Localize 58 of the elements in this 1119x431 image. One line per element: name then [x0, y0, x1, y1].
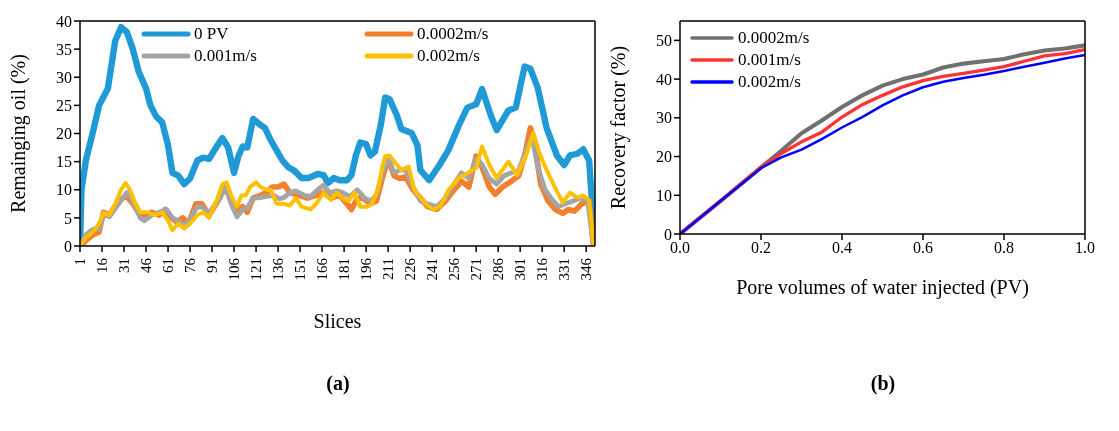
y-tick-label: 35 — [56, 40, 72, 58]
legend-label: 0.002m/s — [738, 72, 801, 92]
x-tick-label: 136 — [270, 257, 287, 281]
x-tick-label: 61 — [160, 258, 177, 273]
y-tick-label: 20 — [656, 148, 672, 166]
text: (a) — [325, 372, 351, 395]
text: (b) — [869, 372, 897, 395]
legend-label: 0.0002m/s — [417, 24, 489, 44]
x-tick-label: 0.2 — [751, 239, 771, 257]
x-tick-label: 181 — [336, 258, 353, 281]
x-tick-label: 16 — [94, 257, 111, 273]
x-tick-label: 106 — [226, 257, 243, 281]
x-tick-label: 0.4 — [832, 239, 852, 257]
legend-label: 0.001m/s — [738, 50, 801, 70]
x-tick-label: 91 — [204, 258, 221, 273]
x-tick-label: 286 — [490, 257, 507, 281]
x-tick-label: 151 — [292, 258, 309, 281]
x-tick-label: 46 — [138, 257, 155, 273]
x-tick-label: 0.8 — [994, 239, 1014, 257]
legend-label: 0 PV — [194, 24, 229, 44]
x-tick-label: 226 — [402, 257, 419, 281]
y-tick-label: 30 — [656, 109, 672, 127]
y-tick-label: 5 — [64, 209, 72, 227]
x-tick-label: 331 — [556, 258, 573, 281]
y-tick-label: 40 — [56, 12, 72, 30]
x-tick-label: 76 — [182, 257, 199, 273]
y-tick-label: 40 — [656, 70, 672, 88]
x-tick-label: 196 — [358, 257, 375, 281]
y-tick-label: 25 — [56, 97, 72, 115]
y-tick-label: 50 — [656, 32, 672, 50]
x-tick-label: 31 — [116, 258, 133, 273]
y-tick-label: 30 — [56, 68, 72, 86]
x-axis-title: Pore volumes of water injected (PV) — [736, 276, 1029, 299]
x-tick-label: 0.0 — [670, 239, 690, 257]
x-tick-label: 0.6 — [913, 239, 933, 257]
y-axis-title: Recovery factor (%) — [607, 45, 631, 210]
x-tick-label: 346 — [578, 257, 595, 281]
y-tick-label: 10 — [656, 186, 672, 204]
legend-label: 0.002m/s — [417, 46, 480, 66]
legend-label: 0.001m/s — [194, 46, 257, 66]
legend-label: 0.0002m/s — [738, 28, 810, 48]
x-tick-label: 121 — [248, 258, 265, 281]
y-tick-label: 15 — [56, 153, 72, 171]
y-tick-label: 0 — [64, 237, 72, 255]
x-tick-label: 1 — [72, 258, 88, 266]
x-axis-title: Slices — [313, 310, 362, 332]
x-tick-label: 211 — [380, 258, 397, 280]
x-tick-label: 301 — [512, 258, 529, 281]
y-tick-label: 20 — [56, 125, 72, 143]
x-tick-label: 271 — [468, 258, 485, 281]
x-tick-label: 241 — [424, 258, 441, 281]
x-tick-label: 166 — [314, 257, 331, 281]
x-tick-label: 316 — [534, 257, 551, 281]
x-tick-label: 1.0 — [1075, 239, 1095, 257]
x-tick-label: 256 — [446, 257, 463, 281]
y-tick-label: 0 — [664, 225, 672, 243]
y-tick-label: 10 — [56, 181, 72, 199]
y-axis-title: Remainging oil (%) — [7, 54, 31, 213]
